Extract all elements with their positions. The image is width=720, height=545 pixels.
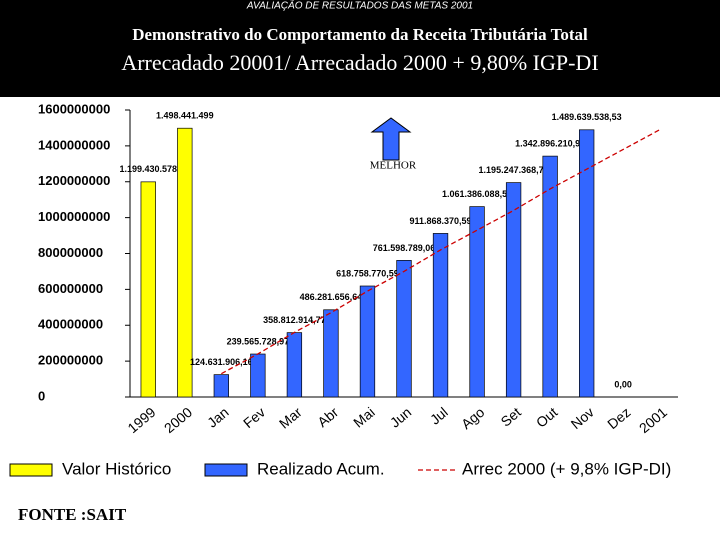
y-tick-label: 1200000000 [38, 173, 110, 188]
x-tick-label: Mar [276, 404, 305, 432]
y-tick-label: 0 [38, 388, 45, 403]
bar [359, 285, 376, 398]
bar [250, 353, 266, 398]
y-tick-label: 200000000 [38, 353, 103, 368]
legend-label: Realizado Acum. [257, 459, 385, 478]
x-tick-label: Out [533, 404, 561, 431]
bar [177, 127, 193, 398]
x-tick-label: Ago [458, 404, 488, 432]
bar [323, 309, 339, 398]
value-label: 911.868.370,59 [409, 216, 471, 226]
bar [140, 181, 156, 398]
value-label: 1.342.896.210,90 [515, 138, 585, 148]
x-tick-label: Jan [204, 404, 232, 431]
y-tick-label: 400000000 [38, 317, 103, 332]
bar [469, 206, 485, 398]
bar [542, 155, 558, 398]
value-label: 358.812.914,77 [263, 315, 326, 325]
x-tick-label: Jul [427, 404, 451, 428]
bar [286, 332, 303, 398]
y-tick-label: 1400000000 [38, 137, 110, 152]
legend-label: Valor Histórico [62, 459, 171, 478]
value-label: 0,00 [614, 379, 632, 389]
x-tick-label: Abr [314, 404, 341, 430]
annotation: MELHOR [370, 160, 417, 172]
x-tick-label: 2001 [636, 404, 670, 436]
y-tick-label: 1000000000 [38, 209, 110, 224]
x-tick-label: Mai [350, 404, 378, 431]
trend-line [221, 129, 661, 375]
value-label: 618.758.770,59 [336, 268, 399, 278]
bar [505, 182, 522, 398]
value-label: 239.565.728,97 [227, 336, 290, 346]
x-tick-label: Fev [240, 404, 268, 431]
legend-swatch [9, 463, 53, 477]
chart-title: Demonstrativo do Comportamento da Receit… [132, 25, 588, 44]
value-label: 124.631.906,16 [190, 357, 253, 367]
value-label: 1.498.441.499 [156, 111, 214, 121]
x-tick-label: Set [498, 404, 524, 430]
value-label: 761.598.789,06 [373, 243, 436, 253]
bar [579, 129, 595, 398]
value-label: 1.195.247.368,73 [479, 165, 549, 175]
value-label: 1.489.639.538,53 [552, 112, 622, 122]
y-tick-label: 1600000000 [38, 101, 110, 116]
value-label: 486.281.656,64 [300, 292, 363, 302]
chart-subtitle: Arrecadado 20001/ Arrecadado 2000 + 9,80… [121, 50, 598, 75]
legend-label: Arrec 2000 (+ 9,8% IGP-DI) [462, 459, 671, 478]
x-tick-label: Nov [568, 404, 597, 432]
bar [213, 374, 229, 398]
legend-swatch [204, 463, 248, 477]
supertitle: AVALIAÇÃO DE RESULTADOS DAS METAS 2001 [246, 0, 473, 12]
x-tick-label: Jun [387, 404, 415, 431]
up-arrow [370, 117, 412, 161]
header-band [0, 0, 720, 97]
source: FONTE :SAIT [18, 505, 127, 524]
value-label: 1.199.430.578 [119, 164, 177, 174]
x-tick-label: 1999 [124, 404, 158, 436]
y-tick-label: 800000000 [38, 245, 103, 260]
x-tick-label: Dez [604, 404, 633, 432]
bar [432, 233, 449, 398]
x-tick-label: 2000 [161, 404, 195, 436]
y-tick-label: 600000000 [38, 281, 103, 296]
value-label: 1.061.386.088,53 [442, 189, 512, 199]
bar [396, 260, 412, 398]
